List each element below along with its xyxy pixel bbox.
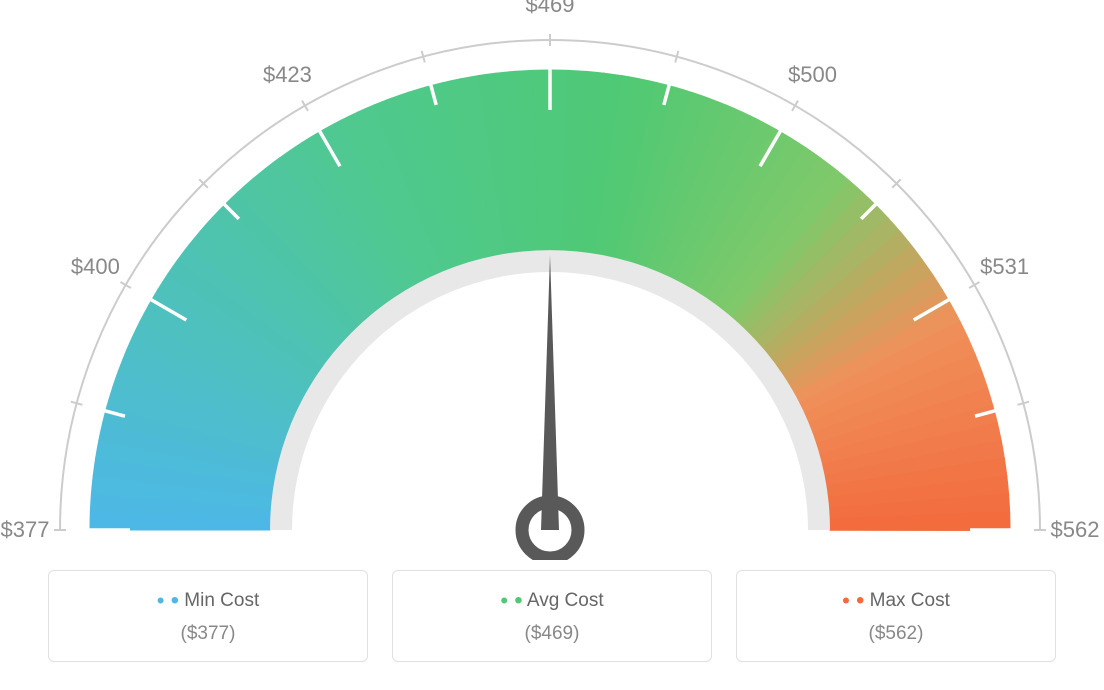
- legend-title: • Max Cost: [757, 587, 1035, 615]
- gauge-tick-label: $500: [788, 62, 837, 88]
- gauge-tick-label: $377: [1, 517, 50, 543]
- legend-title-text: Avg Cost: [527, 590, 604, 611]
- legend-value: ($377): [69, 623, 347, 645]
- legend-row: • Min Cost ($377) • Avg Cost ($469) • Max Co…: [0, 570, 1104, 662]
- gauge-svg: [0, 0, 1104, 560]
- gauge-tick-label: $423: [263, 62, 312, 88]
- gauge-tick-label: $562: [1051, 517, 1100, 543]
- legend-title-text: Min Cost: [184, 590, 259, 611]
- legend-title: • Avg Cost: [413, 587, 691, 615]
- gauge-needle: [541, 255, 559, 530]
- gauge-tick-label: $469: [526, 0, 575, 18]
- gauge-tick-label: $531: [980, 254, 1029, 280]
- legend-title-text: Max Cost: [870, 590, 950, 611]
- legend-card: • Min Cost ($377): [48, 570, 368, 662]
- legend-title: • Min Cost: [69, 587, 347, 615]
- gauge-chart: $377 $400 $423 $469 $500 $531 $562: [0, 0, 1104, 560]
- legend-value: ($562): [757, 623, 1035, 645]
- gauge-tick-label: $400: [71, 254, 120, 280]
- legend-card: • Avg Cost ($469): [392, 570, 712, 662]
- legend-value: ($469): [413, 623, 691, 645]
- legend-card: • Max Cost ($562): [736, 570, 1056, 662]
